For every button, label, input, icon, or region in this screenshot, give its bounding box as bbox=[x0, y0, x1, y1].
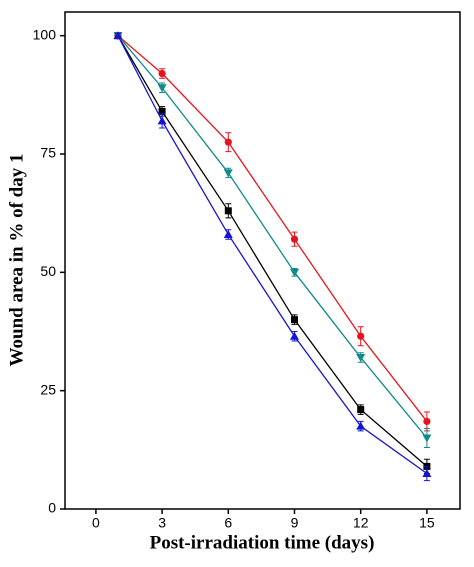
marker bbox=[423, 417, 431, 426]
y-tick-label: 25 bbox=[40, 381, 56, 397]
marker bbox=[356, 354, 366, 363]
y-axis-title: Wound area in % of day 1 bbox=[6, 154, 27, 367]
x-axis-title: Post-irradiation time (days) bbox=[150, 532, 375, 553]
x-tick-label: 0 bbox=[92, 515, 100, 531]
x-tick-label: 15 bbox=[419, 515, 435, 531]
marker bbox=[357, 332, 365, 340]
y-tick-label: 0 bbox=[48, 500, 56, 516]
marker bbox=[223, 169, 233, 178]
x-tick-label: 6 bbox=[224, 515, 232, 531]
x-tick-label: 3 bbox=[158, 515, 166, 531]
x-tick-label: 12 bbox=[353, 515, 369, 531]
marker bbox=[158, 69, 166, 78]
series-line bbox=[117, 35, 428, 467]
series-line bbox=[117, 35, 428, 475]
marker bbox=[290, 235, 299, 243]
marker bbox=[223, 229, 233, 238]
plot-frame bbox=[64, 11, 461, 510]
marker bbox=[113, 31, 123, 40]
marker bbox=[356, 421, 366, 430]
marker bbox=[289, 331, 299, 340]
x-tick-label: 9 bbox=[291, 515, 299, 531]
marker bbox=[224, 138, 232, 146]
series-line bbox=[117, 35, 428, 422]
marker bbox=[158, 107, 166, 115]
series-line bbox=[117, 35, 428, 439]
marker bbox=[157, 84, 167, 93]
marker bbox=[224, 207, 232, 215]
y-tick-label: 100 bbox=[33, 26, 57, 42]
marker bbox=[289, 268, 299, 277]
marker bbox=[290, 316, 298, 324]
marker bbox=[157, 116, 167, 125]
marker bbox=[357, 406, 365, 414]
y-tick-label: 75 bbox=[40, 145, 56, 161]
marker bbox=[422, 434, 432, 443]
marker bbox=[422, 469, 432, 477]
y-tick-label: 50 bbox=[40, 263, 56, 279]
